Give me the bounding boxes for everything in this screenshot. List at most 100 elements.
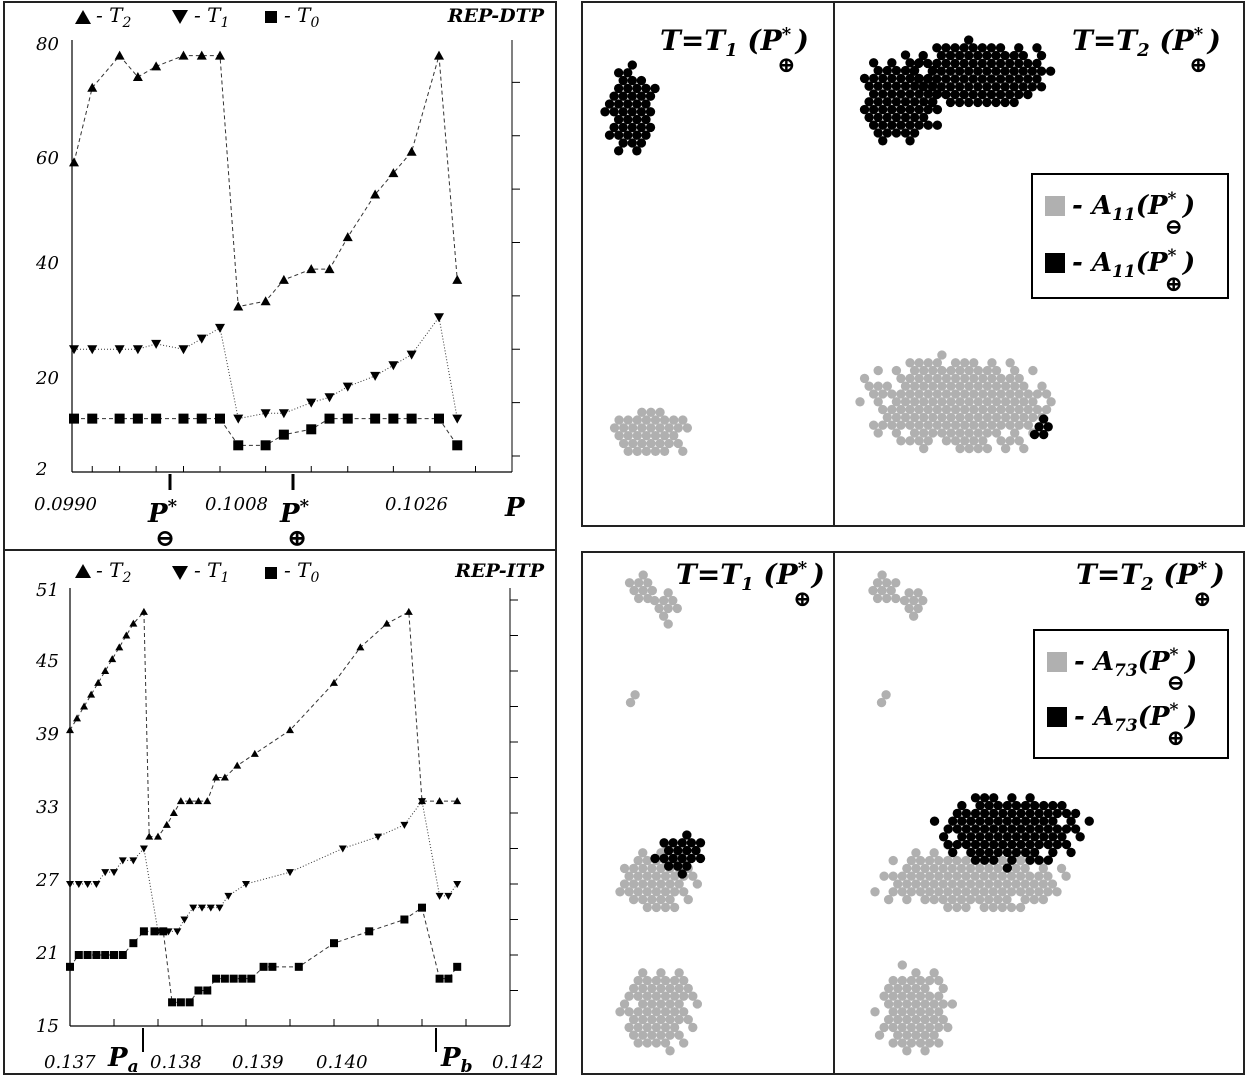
- map-cell-dark: [1052, 824, 1063, 834]
- map-cell-light: [623, 431, 633, 441]
- map-cell-light: [651, 871, 662, 881]
- p-plus-symbol: ⊕: [287, 523, 307, 552]
- map-cell-light: [647, 1030, 657, 1040]
- map-cell-dark: [887, 89, 897, 99]
- rep-itp-xtick-139: 0.139: [232, 1052, 284, 1073]
- map-cell-light: [1015, 871, 1026, 881]
- map-cell-light: [908, 595, 919, 606]
- map-cell-light: [633, 871, 643, 881]
- map-cell-light: [888, 1022, 898, 1033]
- map-cell-light: [881, 690, 891, 700]
- map-cell-dark: [891, 97, 902, 107]
- map-cell-light: [665, 999, 675, 1009]
- map-cell-dark: [878, 104, 888, 115]
- map-cell-dark: [954, 50, 965, 61]
- map-cell-light: [878, 389, 888, 399]
- map-cell-dark: [1052, 839, 1063, 850]
- rep-dtp-t2-point: [278, 274, 289, 284]
- map-cell-light: [991, 412, 1002, 423]
- map-cell-dark: [1007, 808, 1017, 819]
- map-cell-dark: [882, 65, 892, 76]
- map-cell-dark: [878, 73, 888, 84]
- map-cell-light: [660, 902, 671, 913]
- map-cell-dark: [1025, 793, 1035, 803]
- map-cell-light: [897, 991, 907, 1001]
- map-cell-dark: [1014, 43, 1024, 53]
- rep-itp-t1-point: [198, 904, 206, 912]
- map-cell-dark: [878, 89, 888, 99]
- map-cell-light: [934, 1022, 944, 1033]
- map-cell-light: [993, 863, 1003, 874]
- rep-dtp-t2-point: [370, 189, 381, 199]
- map-cell-light: [882, 412, 892, 423]
- rep-dtp-ytick-60: 60: [36, 148, 59, 169]
- map-cell-dark: [1023, 58, 1033, 69]
- map-cell-dark: [989, 839, 999, 850]
- map-cell-light: [642, 991, 652, 1001]
- map-cell-dark: [959, 74, 969, 84]
- map-cell-dark: [878, 136, 888, 146]
- map-cell-dark: [945, 66, 956, 76]
- rep-itp-t2-point: [250, 749, 259, 757]
- map-cell-light: [946, 412, 956, 423]
- map-cell-light: [924, 855, 935, 866]
- map-cell-light: [692, 879, 703, 889]
- map-cell-dark: [1023, 89, 1033, 100]
- map-cell-dark: [952, 824, 962, 834]
- map-cell-dark: [989, 808, 999, 819]
- rep-itp-t0-point: [212, 974, 221, 983]
- rep-dtp-t2-point: [434, 50, 444, 60]
- rep-itp-chart: - T2 - T1 - T0 REP-ITP 51 45 39 33 27 21…: [35, 558, 545, 1077]
- top-legend-light-label: - A11(P* ⊖): [1072, 189, 1195, 240]
- map-cell-dark: [632, 99, 642, 109]
- map-cell-dark: [914, 89, 924, 99]
- map-cell-light: [982, 397, 993, 407]
- map-cell-light: [997, 871, 1008, 881]
- map-cell-dark: [1009, 82, 1019, 92]
- map-cell-light: [979, 871, 989, 881]
- map-cell-dark: [982, 82, 992, 92]
- map-cell-light: [897, 975, 907, 986]
- map-cell-light: [973, 365, 983, 376]
- map-cell-light: [1015, 855, 1026, 866]
- legend-t0-marker: [265, 11, 277, 23]
- map-cell-dark: [864, 97, 874, 107]
- map-cell-light: [969, 404, 979, 415]
- map-cell-light: [906, 1038, 917, 1048]
- map-cell-dark: [882, 128, 892, 138]
- map-cell-dark: [673, 845, 683, 856]
- map-cell-light: [970, 887, 980, 897]
- map-cell-light: [920, 1046, 930, 1056]
- map-cell-dark: [1029, 816, 1040, 826]
- map-cell-light: [633, 991, 643, 1001]
- top-right-panel-frame: [581, 1, 1245, 527]
- map-cell-light: [924, 975, 935, 986]
- map-cell-light: [642, 855, 652, 866]
- map-cell-dark: [1048, 847, 1058, 858]
- map-cell-dark: [1011, 832, 1022, 842]
- map-cell-light: [987, 404, 997, 415]
- map-cell-light: [674, 1030, 684, 1040]
- map-cell-light: [943, 871, 953, 881]
- top-map-panels: T=T1 (P* ⊕) T=T2 (P* ⊕) - A11(P* ⊖) - A11(P…: [600, 24, 1229, 456]
- map-cell-light: [905, 373, 915, 384]
- map-cell-light: [906, 871, 917, 881]
- legend-t2-label: - T2: [96, 3, 131, 31]
- map-cell-light: [987, 373, 997, 384]
- map-cell-light: [1038, 863, 1049, 874]
- map-cell-light: [628, 983, 639, 994]
- rep-itp-t0-point: [74, 951, 83, 959]
- map-cell-dark: [966, 816, 976, 826]
- map-cell-light: [633, 975, 643, 986]
- map-cell-dark: [993, 847, 1003, 858]
- map-cell-dark: [1018, 66, 1028, 76]
- map-cell-dark: [991, 66, 1001, 76]
- rep-dtp-t0-point: [406, 413, 417, 424]
- map-cell-dark: [968, 58, 978, 69]
- map-cell-light: [891, 397, 902, 407]
- map-cell-light: [950, 358, 961, 368]
- map-cell-light: [673, 423, 683, 433]
- map-cell-light: [879, 1022, 889, 1033]
- map-cell-dark: [1034, 824, 1044, 834]
- map-cell-light: [987, 420, 997, 430]
